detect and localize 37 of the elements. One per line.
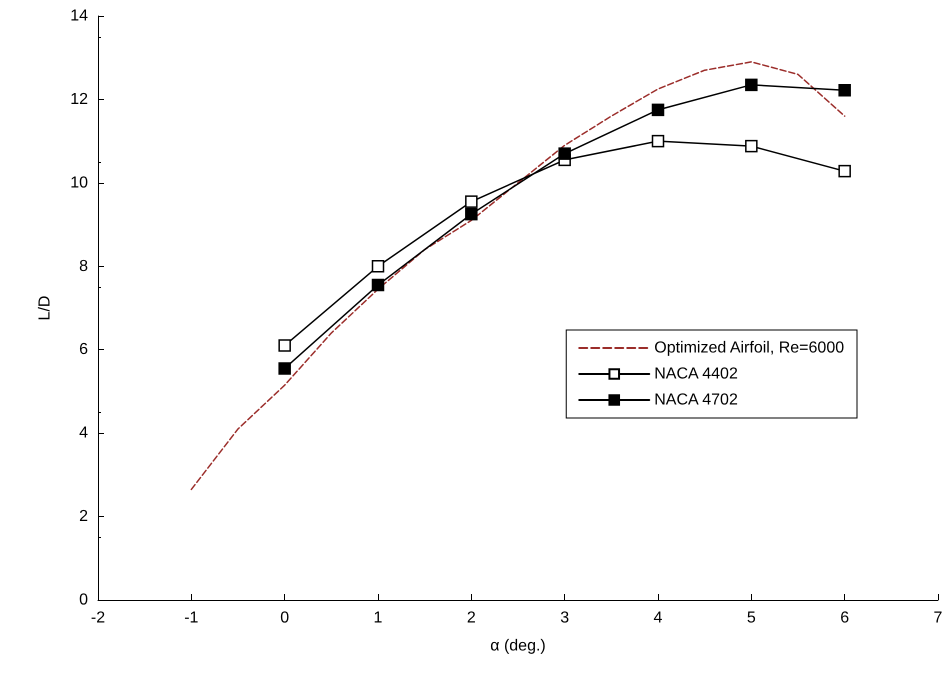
point [652, 134, 664, 148]
x-tick-label: 4 [654, 610, 663, 626]
point [745, 78, 758, 92]
legend-label: NACA 4402 [654, 366, 738, 382]
y-tick-label: 0 [79, 592, 88, 608]
x-tick-label: 1 [374, 610, 383, 626]
y-axis-title: L/D [36, 296, 54, 320]
point [372, 278, 384, 292]
y-tick-label: 4 [79, 424, 88, 442]
point [465, 195, 478, 208]
point [558, 147, 571, 160]
x-tick-label: 7 [934, 610, 943, 626]
y-tick-label: 10 [70, 174, 88, 192]
y-tick-label: 12 [70, 90, 88, 108]
x-axis-title: α (deg.) [490, 638, 546, 654]
x-tick-label: 3 [560, 610, 570, 626]
y-tick-label: 14 [70, 8, 88, 24]
x-tick-label: -1 [184, 610, 199, 626]
x-tick-label: 6 [840, 610, 850, 626]
x-tick-label: 0 [280, 610, 290, 626]
line-series [190, 61, 846, 490]
point [745, 140, 758, 152]
legend-label: Optimized Airfoil, Re=6000 [654, 340, 844, 356]
point [372, 260, 384, 273]
point [278, 339, 291, 352]
y-tick-label: 6 [79, 341, 88, 358]
point [278, 362, 291, 375]
y-tick-label: 2 [79, 508, 88, 526]
legend-label: NACA 4702 [654, 392, 738, 408]
point [465, 208, 478, 220]
y-tick-label: 8 [79, 258, 88, 275]
point [838, 164, 851, 178]
x-tick-label: 5 [746, 610, 756, 626]
x-tick-label: 2 [466, 610, 476, 626]
point [838, 84, 851, 96]
x-tick-label: -2 [90, 610, 106, 626]
point [652, 104, 664, 116]
